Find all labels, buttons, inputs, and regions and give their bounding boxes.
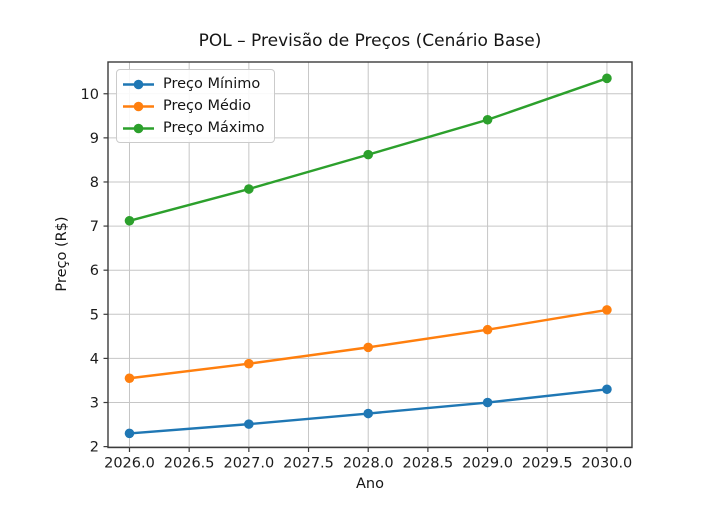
- legend-marker: [133, 79, 144, 89]
- marker-preco-medio-2030: [602, 305, 612, 315]
- y-tick-label: 4: [90, 351, 99, 367]
- x-tick-label: 2029.5: [522, 456, 573, 472]
- marker-preco-medio-2029: [482, 324, 493, 335]
- legend-marker: [133, 123, 144, 133]
- marker-preco-maximo-2026: [124, 215, 135, 226]
- marker-preco-minimo-2027: [244, 419, 254, 429]
- marker-preco-medio-2026: [124, 373, 135, 384]
- x-tick-label: 2028.5: [403, 456, 454, 472]
- x-tick-label: 2029.0: [462, 456, 513, 472]
- x-tick-label: 2028.0: [343, 456, 394, 472]
- legend-line-marker-icon: [123, 123, 154, 133]
- marker-preco-medio-2027: [244, 358, 254, 369]
- x-axis-label: Ano: [356, 476, 384, 492]
- marker-preco-maximo-2028: [363, 149, 374, 160]
- legend-label: Preço Mínimo: [163, 76, 261, 92]
- y-tick-label: 6: [90, 263, 99, 279]
- x-tick-label: 2027.5: [283, 456, 334, 472]
- marker-preco-maximo-2030: [602, 73, 612, 84]
- legend-label: Preço Médio: [163, 98, 252, 114]
- y-axis-label: Preço (R$): [54, 216, 70, 292]
- marker-preco-minimo-2026: [124, 428, 135, 439]
- legend-entry-preco-medio: Preço Médio: [122, 95, 265, 117]
- legend-label: Preço Máximo: [163, 120, 265, 136]
- y-tick-label: 3: [90, 396, 99, 412]
- y-tick-label: 2: [90, 440, 99, 456]
- x-tick-label: 2026.5: [164, 456, 215, 472]
- legend-line-marker-icon: [123, 79, 154, 89]
- legend-entry-preco-maximo: Preço Máximo: [122, 117, 265, 139]
- legend-line-marker-icon: [123, 101, 154, 111]
- legend-marker: [133, 101, 144, 111]
- marker-preco-medio-2028: [363, 342, 374, 353]
- x-tick-label: 2026.0: [104, 456, 155, 472]
- legend-entry-preco-minimo: Preço Mínimo: [122, 73, 265, 95]
- marker-preco-maximo-2029: [482, 114, 493, 125]
- y-tick-label: 9: [90, 131, 99, 147]
- x-tick-label: 2030.0: [582, 456, 633, 472]
- marker-preco-minimo-2028: [363, 408, 374, 419]
- marker-preco-minimo-2030: [602, 384, 612, 395]
- y-tick-label: 5: [90, 307, 99, 323]
- marker-preco-minimo-2029: [482, 397, 493, 408]
- x-tick-label: 2027.0: [223, 456, 274, 472]
- y-tick-label: 10: [81, 87, 99, 103]
- legend: Preço Mínimo Preço Médio Preço Máximo: [116, 69, 275, 143]
- marker-preco-maximo-2027: [244, 184, 254, 194]
- y-tick-label: 7: [90, 219, 99, 235]
- y-tick-label: 8: [90, 175, 99, 191]
- chart-title: POL – Previsão de Preços (Cenário Base): [198, 31, 542, 51]
- axes-frame: [107, 61, 633, 449]
